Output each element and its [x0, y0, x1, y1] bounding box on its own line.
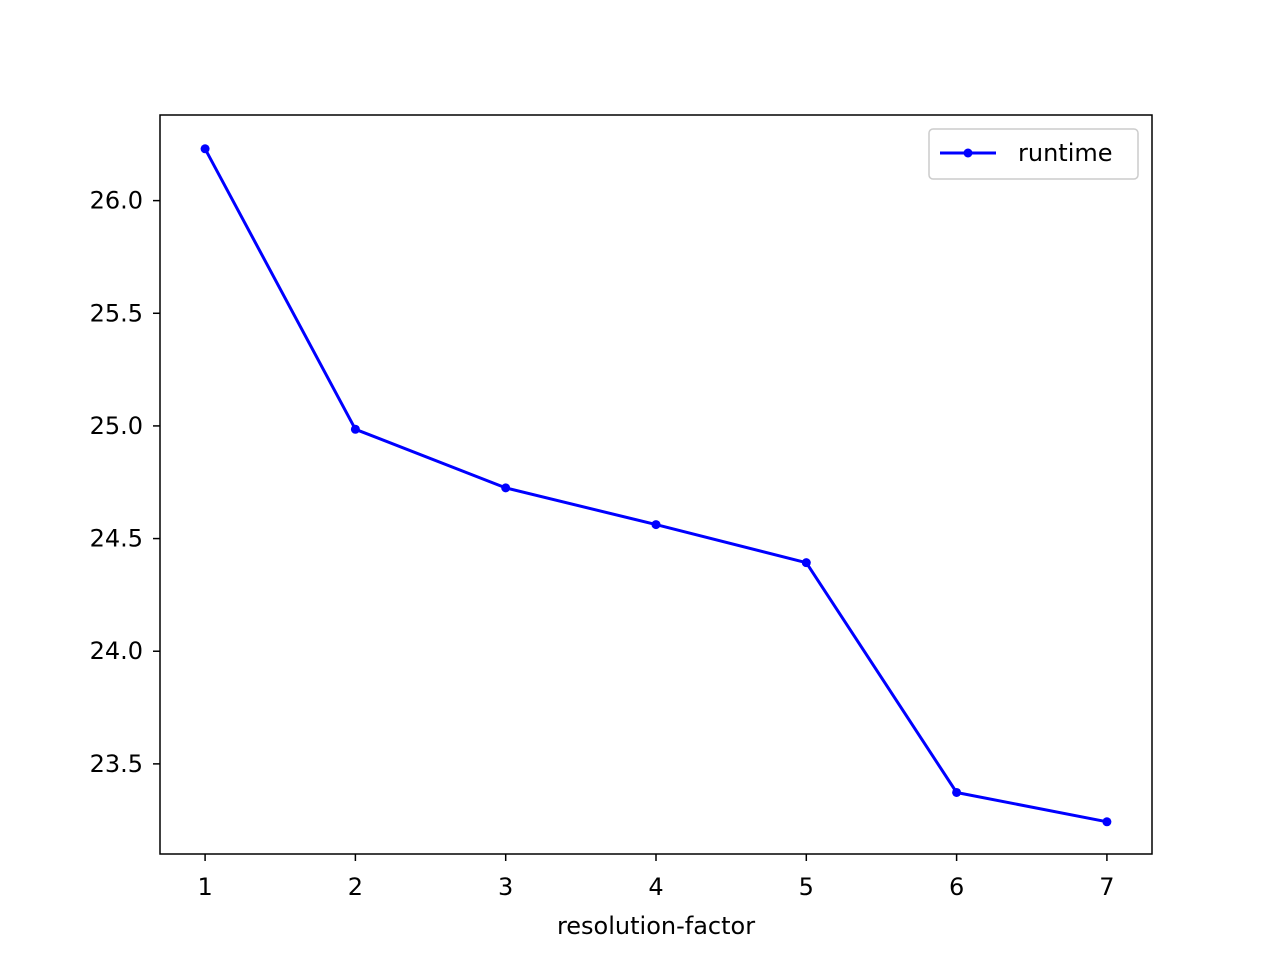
data-point [1102, 817, 1112, 827]
data-point [200, 144, 210, 154]
x-tick-label: 1 [197, 873, 212, 901]
x-axis-label: resolution-factor [557, 912, 755, 940]
x-tick-label: 6 [949, 873, 964, 901]
y-tick-label: 24.0 [90, 637, 143, 665]
y-tick-label: 25.0 [90, 412, 143, 440]
plot-area [160, 115, 1152, 854]
legend-marker-runtime [963, 148, 973, 158]
y-tick-label: 25.5 [90, 299, 143, 327]
data-point [350, 424, 360, 434]
x-tick-label: 5 [799, 873, 814, 901]
legend-label-runtime: runtime [1018, 139, 1113, 167]
x-axis-ticks: 1 2 3 4 5 6 7 [197, 854, 1115, 901]
y-tick-label: 26.0 [90, 187, 143, 215]
x-tick-label: 2 [348, 873, 363, 901]
data-point [501, 483, 511, 493]
x-tick-label: 7 [1099, 873, 1114, 901]
legend-box [928, 128, 1139, 180]
data-point [651, 520, 661, 530]
legend: runtime [928, 128, 1139, 180]
data-point [801, 558, 811, 568]
y-tick-label: 24.5 [90, 525, 143, 553]
x-tick-label: 4 [648, 873, 663, 901]
plot-frame [159, 114, 1153, 855]
x-tick-label: 3 [498, 873, 513, 901]
y-axis-ticks: 23.5 24.0 24.5 25.0 25.5 26.0 [90, 187, 160, 778]
series-layer [200, 144, 1112, 827]
data-point [952, 787, 962, 797]
y-tick-label: 23.5 [90, 750, 143, 778]
